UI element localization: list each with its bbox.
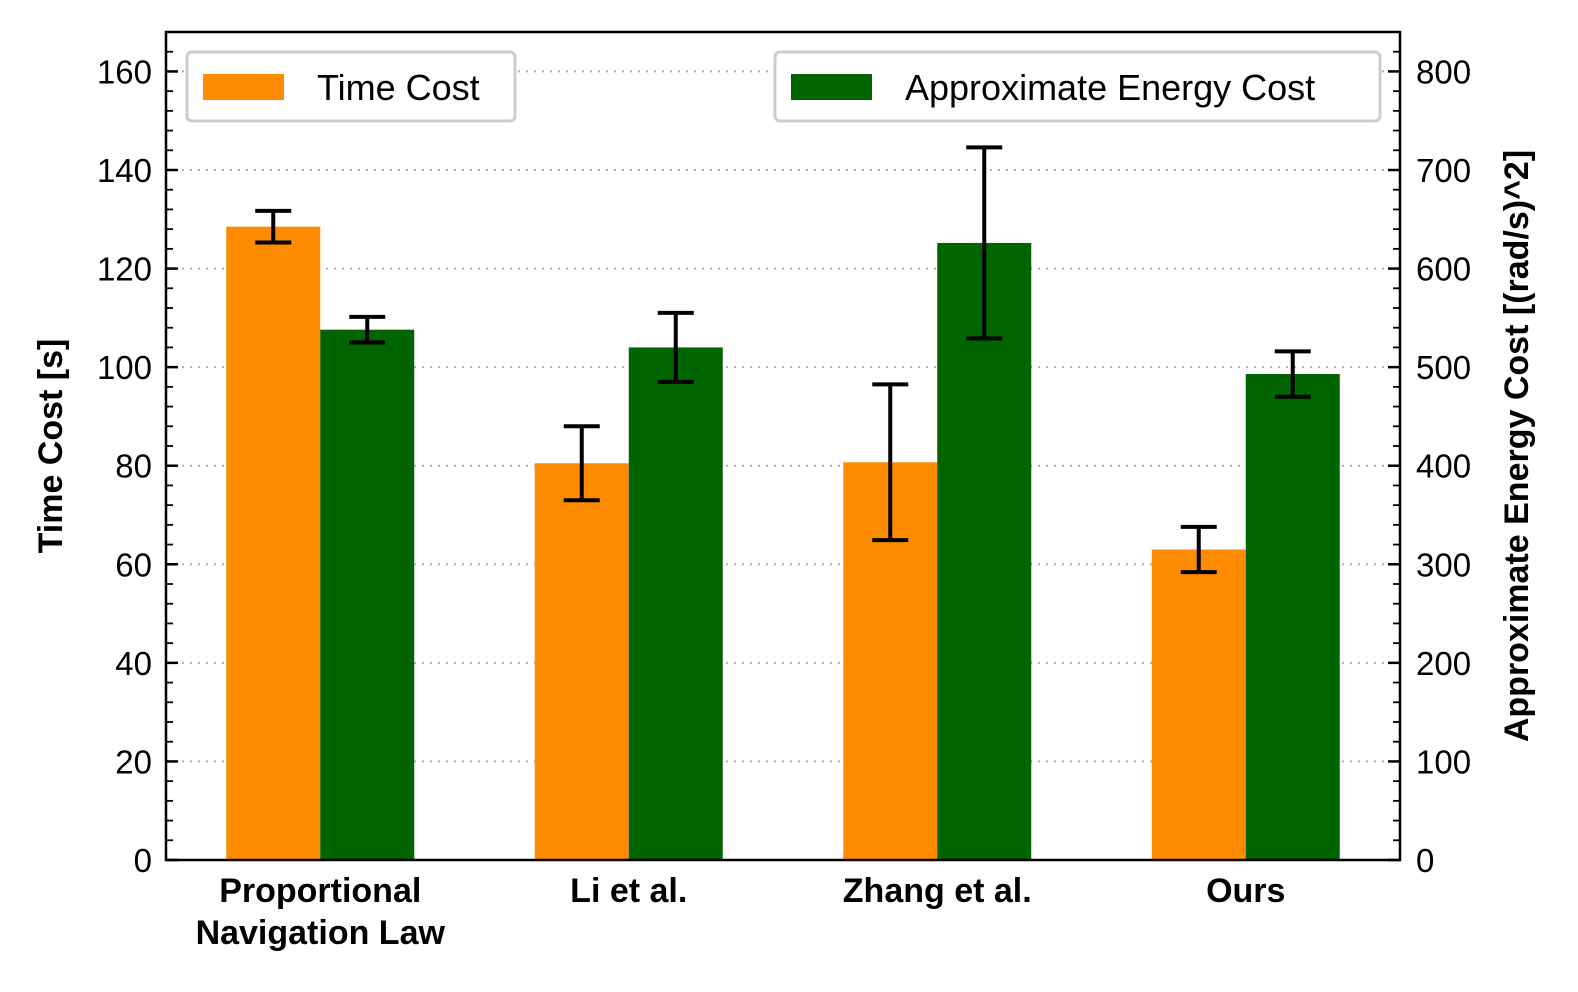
y-tick-label: 140 <box>97 152 152 189</box>
y2-tick-label: 300 <box>1416 546 1471 583</box>
bar <box>320 329 415 861</box>
legend-swatch-energy-cost <box>791 74 872 100</box>
y2-tick-label: 800 <box>1416 53 1471 90</box>
y2-tick-label: 200 <box>1416 645 1471 682</box>
y2-tick-label: 500 <box>1416 349 1471 386</box>
x-tick-label: Proportional <box>219 872 421 910</box>
y2-tick-label: 400 <box>1416 448 1471 485</box>
bars-layer <box>226 226 1340 861</box>
legend-box <box>185 50 517 123</box>
legend-time-cost: Time Cost <box>185 50 517 123</box>
y-tick-label: 100 <box>97 349 152 386</box>
y2-axis-title: Approximate Energy Cost [(rad/s)^2] <box>1498 150 1536 742</box>
x-tick-label: Li et al. <box>570 872 687 910</box>
y-axis-title: Time Cost [s] <box>32 339 70 554</box>
y2-tick-label: 700 <box>1416 152 1471 189</box>
y2-tick-label: 100 <box>1416 743 1471 780</box>
y-tick-label: 40 <box>115 645 152 682</box>
y-tick-label: 60 <box>115 546 152 583</box>
bar <box>1151 549 1246 860</box>
legend-box <box>773 50 1382 123</box>
bar <box>1245 374 1340 860</box>
x-tick-label: Zhang et al. <box>843 872 1032 910</box>
y2-tick-label: 0 <box>1416 842 1434 879</box>
legend-energy-cost: Approximate Energy Cost <box>773 50 1382 123</box>
y-tick-label: 80 <box>115 448 152 485</box>
y-tick-label: 20 <box>115 743 152 780</box>
plot-frame <box>164 30 1402 862</box>
bar <box>534 463 629 860</box>
x-tick-label: Navigation Law <box>196 914 446 952</box>
bar <box>628 347 723 860</box>
legend-swatch-time-cost <box>203 74 284 100</box>
y-tick-label: 0 <box>134 842 152 879</box>
ticks-layer <box>166 31 1400 862</box>
legend-label-energy-cost: Approximate Energy Cost <box>905 67 1315 108</box>
bar <box>937 242 1032 860</box>
labels-layer: 0 20 40 60 80 100 120 140 160 0 100 200 300 400 500 600… <box>97 53 1471 952</box>
legend-label-time-cost: Time Cost <box>317 67 480 108</box>
y2-tick-label: 600 <box>1416 251 1471 288</box>
errors-layer <box>255 145 1311 575</box>
x-tick-label: Ours <box>1206 872 1285 910</box>
y-tick-label: 160 <box>97 53 152 90</box>
bar <box>226 226 321 860</box>
y-tick-label: 120 <box>97 251 152 288</box>
